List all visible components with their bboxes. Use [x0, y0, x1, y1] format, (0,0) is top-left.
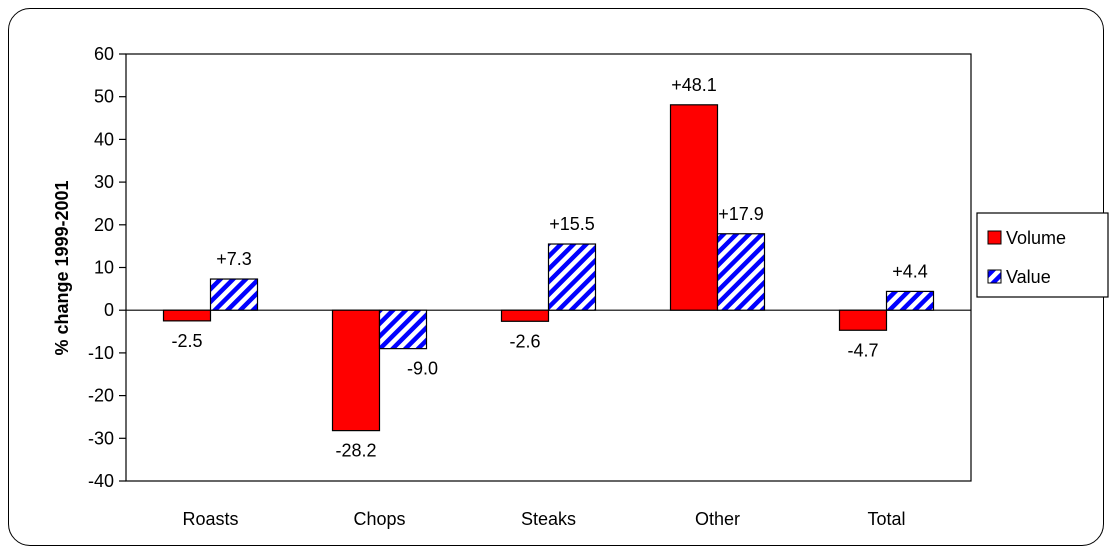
x-axis: Roasts Chops Steaks Other Total [182, 509, 905, 529]
bar-volume-steaks [500, 309, 550, 322]
y-tick-label: 50 [94, 87, 114, 107]
data-label-value-chops: -9.0 [407, 359, 438, 379]
legend-swatch-volume [987, 230, 1002, 245]
data-label-value-other: +17.9 [718, 204, 764, 224]
y-axis: 60 50 40 30 20 10 0 -10 -20 -30 -40 [88, 44, 971, 491]
y-tick-label: 60 [94, 44, 114, 64]
legend-label-volume: Volume [1006, 228, 1066, 248]
bar-value-steaks [547, 243, 597, 311]
x-tick-label-roasts: Roasts [182, 509, 238, 529]
data-label-value-steaks: +15.5 [549, 214, 595, 234]
bar-value-roasts [209, 278, 259, 311]
y-tick-label: -30 [88, 428, 114, 448]
legend-label-value: Value [1006, 267, 1051, 287]
x-tick-label-total: Total [867, 509, 905, 529]
bar-volume-other [669, 104, 719, 311]
y-tick-label: -40 [88, 471, 114, 491]
bar-value-chops [378, 309, 428, 350]
y-tick-label: 10 [94, 258, 114, 278]
legend-swatch-value [987, 269, 1002, 284]
y-tick-label: 20 [94, 215, 114, 235]
bar-volume-chops [331, 309, 381, 432]
bar-value-other [716, 233, 766, 311]
y-tick-label: -10 [88, 343, 114, 363]
y-tick-label: 0 [104, 300, 114, 320]
y-tick-label: -20 [88, 386, 114, 406]
x-tick-label-chops: Chops [353, 509, 405, 529]
data-label-volume-other: +48.1 [671, 75, 717, 95]
legend: Volume Value [976, 212, 1109, 298]
y-tick-label: 40 [94, 129, 114, 149]
bar-volume-roasts [162, 309, 212, 322]
data-label-volume-total: -4.7 [847, 340, 878, 360]
data-label-volume-chops: -28.2 [335, 441, 376, 461]
bar-value-total [885, 290, 935, 311]
bar-volume-total [838, 309, 888, 331]
y-axis-title: % change 1999-2001 [52, 180, 72, 355]
x-tick-label-steaks: Steaks [521, 509, 576, 529]
data-label-volume-steaks: -2.6 [509, 331, 540, 351]
data-label-volume-roasts: -2.5 [171, 331, 202, 351]
data-labels: -2.5 +7.3 -28.2 -9.0 -2.6 +15.5 +48.1 +17.9 -4.7… [171, 75, 927, 461]
bars [162, 104, 935, 432]
x-tick-label-other: Other [695, 509, 740, 529]
y-tick-label: 30 [94, 172, 114, 192]
data-label-value-roasts: +7.3 [216, 249, 252, 269]
data-label-value-total: +4.4 [892, 261, 928, 281]
